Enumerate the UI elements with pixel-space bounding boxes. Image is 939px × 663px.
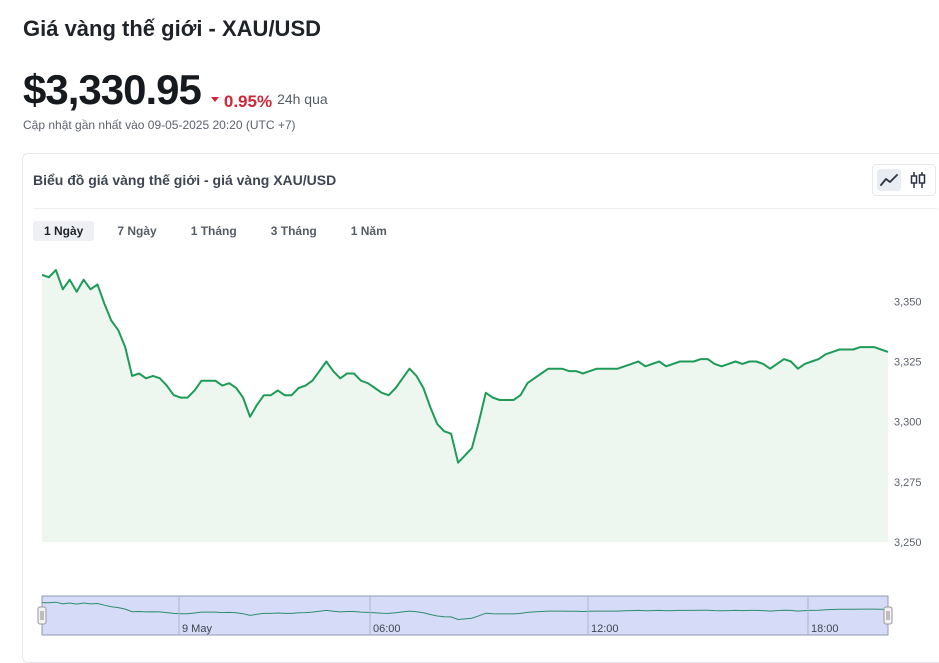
navigator-series xyxy=(41,601,889,621)
chart-type-switch xyxy=(872,164,936,196)
price-row: $3,330.95 0.95% 24h qua xyxy=(23,66,328,114)
navigator-left-handle[interactable] xyxy=(37,606,47,625)
chart-card: Biểu đồ giá vàng thế giới - giá vàng XAU… xyxy=(22,153,939,663)
last-updated: Cập nhật gần nhất vào 09-05-2025 20:20 (… xyxy=(23,118,296,132)
y-tick-label: 3,275 xyxy=(894,477,922,489)
change-percent: 0.95% xyxy=(223,91,273,111)
trend-line-icon xyxy=(880,174,898,186)
candlestick-icon xyxy=(910,172,926,188)
range-tabs: 1 Ngày 7 Ngày 1 Tháng 3 Tháng 1 Năm xyxy=(33,221,410,241)
navigator-x-label: 12:00 xyxy=(591,623,619,635)
change-period: 24h qua xyxy=(277,91,328,107)
tab-7-days[interactable]: 7 Ngày xyxy=(117,224,157,238)
tab-1-day[interactable]: 1 Ngày xyxy=(33,221,95,241)
navigator-window xyxy=(41,595,889,636)
price-change: 0.95% xyxy=(210,91,273,112)
handle-grip xyxy=(37,606,47,625)
y-tick-label: 3,325 xyxy=(894,356,922,368)
chart-title: Biểu đồ giá vàng thế giới - giá vàng XAU… xyxy=(33,172,337,188)
y-tick-label: 3,350 xyxy=(894,296,922,308)
navigator-x-label: 06:00 xyxy=(373,623,401,635)
y-tick-label: 3,250 xyxy=(894,537,922,549)
price-line xyxy=(41,269,889,464)
tab-1-year[interactable]: 1 Năm xyxy=(350,224,387,238)
navigator-x-label: 9 May xyxy=(182,623,212,635)
line-chart-button[interactable] xyxy=(877,169,901,191)
caret-down-icon xyxy=(210,97,219,102)
page-title: Giá vàng thế giới - XAU/USD xyxy=(23,16,322,41)
card-divider xyxy=(33,208,937,209)
handle-grip xyxy=(883,606,893,625)
navigator-x-label: 18:00 xyxy=(811,623,839,635)
y-tick-label: 3,300 xyxy=(894,417,922,429)
candlestick-chart-button[interactable] xyxy=(906,169,930,191)
tab-3-months[interactable]: 3 Tháng xyxy=(270,224,317,238)
navigator-right-handle[interactable] xyxy=(883,606,893,625)
current-price: $3,330.95 xyxy=(23,66,202,113)
tab-1-month[interactable]: 1 Tháng xyxy=(190,224,237,238)
price-area-fill xyxy=(42,270,888,542)
